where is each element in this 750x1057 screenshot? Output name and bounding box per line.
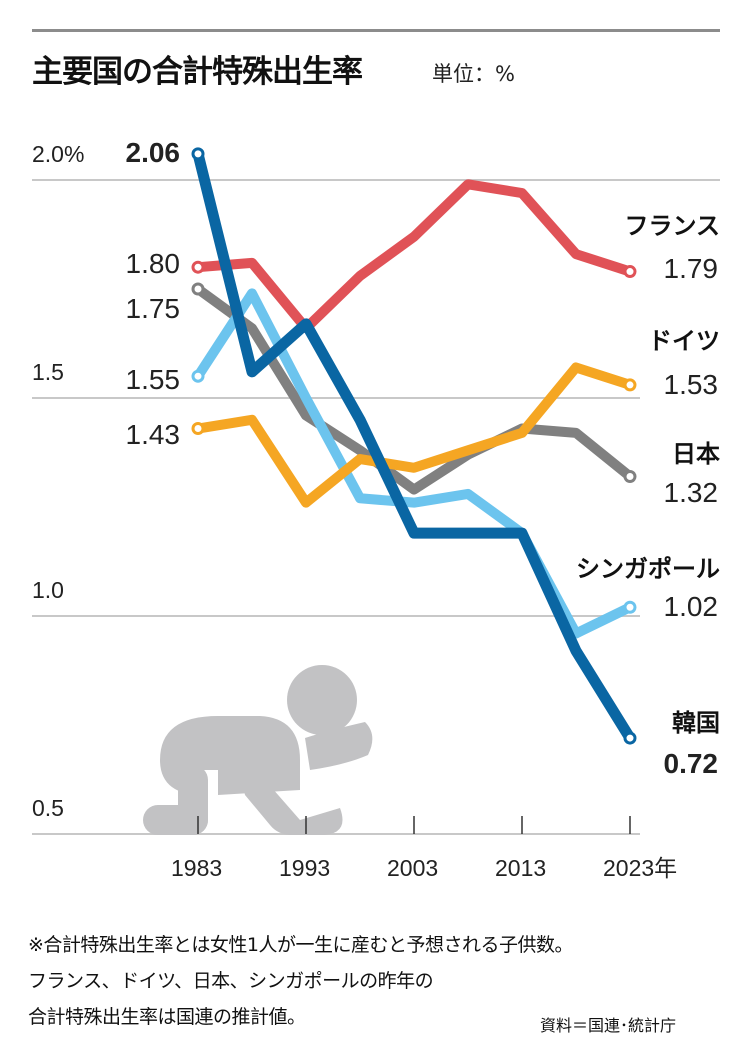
- end-value-label: 1.32: [664, 477, 719, 508]
- end-value-label: 1.53: [664, 369, 719, 400]
- y-tick-label: 1.5: [32, 359, 64, 385]
- series-start-marker: [191, 422, 205, 436]
- footnote-line-2: フランス、ドイツ、日本、シンガポールの昨年の: [28, 970, 434, 992]
- footnote-line-3: 合計特殊出生率は国連の推計値。: [28, 1006, 306, 1028]
- start-value-label: 1.43: [126, 419, 181, 450]
- series-start-marker: [191, 282, 205, 296]
- gridlines: 2.0% 1.5 1.0 0.5: [32, 141, 720, 835]
- end-value-label: 1.02: [664, 591, 719, 622]
- series-name-label: 日本: [672, 440, 720, 468]
- series-name-label: シンガポール: [576, 555, 720, 583]
- y-tick-label: 2.0%: [32, 141, 84, 167]
- x-tick-label: 2023年: [603, 855, 677, 881]
- series-end-marker: [623, 600, 637, 614]
- series-line-0: [193, 179, 635, 334]
- series-name-label: 韓国: [672, 709, 720, 737]
- series-start-marker: [191, 369, 205, 383]
- series-name-label: ドイツ: [648, 327, 720, 355]
- series-name-label: フランス: [624, 212, 720, 240]
- x-tick-label: 2013: [495, 855, 546, 881]
- series-end-marker: [623, 731, 637, 745]
- start-value-label: 1.75: [126, 293, 181, 324]
- series-end-marker: [623, 378, 637, 392]
- top-rule: [32, 29, 720, 32]
- start-value-label: 1.55: [126, 364, 181, 395]
- source-credit: 資料＝国連･統計庁: [540, 1016, 677, 1035]
- x-tick-label: 1993: [279, 855, 330, 881]
- end-value-label: 1.79: [664, 253, 719, 284]
- series-line-4: [192, 148, 636, 744]
- series-start-marker: [191, 260, 205, 274]
- start-value-label: 1.80: [126, 248, 181, 279]
- chart-title: 主要国の合計特殊出生率: [32, 54, 363, 90]
- footnote-line-1: ※合計特殊出生率とは女性1人が一生に産むと予想される子供数。: [28, 934, 574, 956]
- series-start-marker: [191, 147, 205, 161]
- end-value-label: 0.72: [664, 748, 719, 779]
- series-line-3: [193, 362, 635, 508]
- y-tick-label: 0.5: [32, 795, 64, 821]
- y-tick-label: 1.0: [32, 577, 64, 603]
- x-tick-label: 2003: [387, 855, 438, 881]
- series-lines: [191, 147, 637, 745]
- line-chart: 2.0% 1.5 1.0 0.5 1983 1993 2003 2013 2023年 1.80…: [32, 137, 721, 881]
- start-value-label: 2.06: [126, 137, 181, 168]
- series-end-marker: [623, 469, 637, 483]
- unit-label: 単位：%: [432, 62, 515, 86]
- x-tick-label: 1983: [171, 855, 222, 881]
- x-ticks: 1983 1993 2003 2013 2023年: [171, 816, 677, 881]
- series-end-marker: [623, 265, 637, 279]
- crawling-baby-icon: [143, 665, 373, 835]
- labels: 1.80 1.75 1.55 1.43 2.06 フランス 1.79 ドイツ 1.53 日本 1.3…: [126, 137, 721, 779]
